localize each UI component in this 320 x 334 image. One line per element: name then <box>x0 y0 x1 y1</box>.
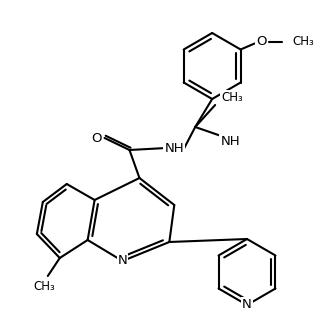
Text: O: O <box>92 132 102 145</box>
Text: N: N <box>118 255 127 268</box>
Text: CH₃: CH₃ <box>292 35 314 48</box>
Text: O: O <box>256 35 267 48</box>
Text: NH: NH <box>220 135 240 148</box>
Text: N: N <box>242 299 252 312</box>
Text: CH₃: CH₃ <box>33 280 55 293</box>
Text: CH₃: CH₃ <box>221 91 243 104</box>
Text: NH: NH <box>164 142 184 155</box>
